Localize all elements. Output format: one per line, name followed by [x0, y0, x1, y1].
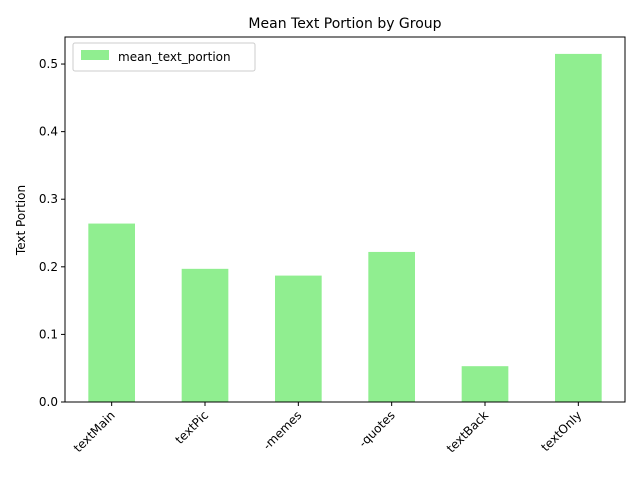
x-axis-ticks: textMain textPic -memes -quotes textBack text… [71, 402, 584, 455]
bars-group [88, 53, 602, 403]
legend-label: mean_text_portion [118, 50, 231, 64]
bar-memes [275, 275, 322, 402]
y-tick-label: 0.4 [39, 125, 58, 139]
bar-textpic [181, 268, 229, 402]
y-axis-label: Text Portion [14, 185, 28, 256]
y-tick-label: 0.2 [39, 260, 58, 274]
plot-frame [64, 36, 626, 403]
y-axis-ticks: 0.0 0.1 0.2 0.3 0.4 0.5 [39, 57, 65, 409]
y-tick-label: 0.1 [39, 327, 58, 341]
legend-box [72, 42, 256, 72]
x-tick-label: textPic [173, 408, 212, 447]
bar-textonly [555, 53, 602, 403]
x-tick-label: textMain [71, 408, 118, 455]
x-tick-label: textBack [444, 408, 491, 455]
y-tick-label: 0.3 [39, 192, 58, 206]
chart-title: Mean Text Portion by Group [248, 16, 441, 32]
y-tick-label: 0.5 [39, 57, 58, 71]
x-tick-label: -quotes [356, 408, 398, 450]
legend: mean_text_portion [72, 42, 256, 72]
bar-textback [461, 366, 509, 402]
bar-quotes [368, 251, 415, 402]
x-tick-label: textOnly [538, 408, 584, 454]
x-tick-label: -memes [260, 408, 304, 452]
bar-textmain [88, 223, 135, 402]
y-tick-label: 0.0 [39, 395, 58, 409]
legend-swatch [81, 50, 109, 60]
